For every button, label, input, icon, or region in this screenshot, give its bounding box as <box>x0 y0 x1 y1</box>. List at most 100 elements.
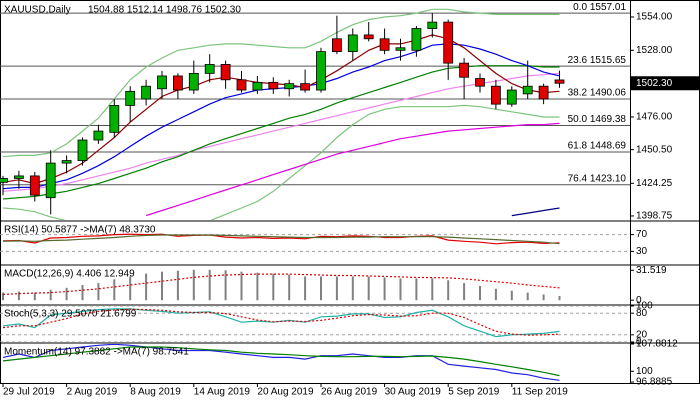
histogram-bar <box>97 283 100 301</box>
last-price-label: 1502.30 <box>636 78 673 89</box>
y-tick-label: 30 <box>636 246 648 257</box>
fib-label: 76.4 1423.10 <box>568 173 627 184</box>
candle-body <box>475 78 485 87</box>
candle-body <box>188 72 199 91</box>
candle-body <box>316 51 326 91</box>
candle-body <box>252 81 263 91</box>
candle-body <box>459 62 470 78</box>
histogram-bar <box>494 288 497 301</box>
histogram-bar <box>367 276 370 301</box>
indicator-line <box>2 34 560 185</box>
candle-body <box>77 139 88 161</box>
histogram-bar <box>272 273 275 301</box>
fib-label: 61.8 1448.69 <box>568 141 627 152</box>
histogram-bar <box>351 276 354 301</box>
histogram-bar <box>65 287 68 301</box>
y-tick-label: 80 <box>636 308 648 319</box>
indicator-line <box>2 308 560 336</box>
histogram-bar <box>288 274 291 301</box>
histogram-bar <box>33 292 36 301</box>
candle-body <box>61 160 72 164</box>
histogram-bar <box>542 294 545 301</box>
histogram-bar <box>383 277 386 301</box>
histogram-bar <box>113 279 116 301</box>
y-tick-label: 100 <box>636 301 653 312</box>
histogram-bar <box>240 271 243 301</box>
panel-title: XAUUSD,Daily <box>4 5 71 16</box>
histogram-bar <box>510 290 513 301</box>
histogram-bar <box>2 292 4 301</box>
indicator-line <box>2 8 560 158</box>
y-tick-label: 1450.50 <box>636 144 673 155</box>
indicator-line <box>2 344 560 381</box>
x-tick-label: 11 Sep 2019 <box>512 387 568 398</box>
x-tick-label: 30 Aug 2019 <box>385 387 442 398</box>
candle-body <box>93 130 104 141</box>
histogram-bar <box>558 296 561 301</box>
candle-body <box>141 85 152 100</box>
x-tick-label: 8 Aug 2019 <box>130 387 181 398</box>
candle-body <box>157 75 167 90</box>
indicator-line <box>2 273 560 296</box>
histogram-bar <box>81 285 84 301</box>
histogram-bar <box>192 269 195 301</box>
y-tick-label: 0 <box>636 295 642 306</box>
histogram-bar <box>479 285 481 301</box>
candle-body <box>331 38 342 52</box>
panel <box>0 233 630 252</box>
indicator-line <box>2 233 560 245</box>
y-tick-label: 20 <box>636 329 648 340</box>
panel-title: RSI(14) 50.5877 ->MA(7) 48.3730 <box>4 225 156 236</box>
histogram-bar <box>526 292 529 301</box>
indicator-line <box>511 207 560 217</box>
y-tick-label: 70 <box>636 229 648 240</box>
candle-body <box>506 89 517 105</box>
candle-body <box>427 21 438 29</box>
histogram-bar <box>320 276 322 301</box>
candle-body <box>236 79 247 91</box>
indicator-line <box>2 72 560 192</box>
histogram-bar <box>17 291 20 301</box>
histogram-bar <box>145 273 148 301</box>
fib-label: 38.2 1490.06 <box>568 88 627 99</box>
histogram-bar <box>447 280 450 301</box>
panel-title: Stoch(5,3,3) 29.5070 21.6799 <box>4 309 137 320</box>
y-tick-label: 100 <box>636 366 653 377</box>
histogram-bar <box>224 270 227 301</box>
indicator-line <box>145 122 560 217</box>
candle-body <box>45 162 56 199</box>
candle-body <box>490 85 501 105</box>
candle-body <box>411 28 422 51</box>
y-tick-label: 1424.25 <box>636 178 673 189</box>
candle-body <box>347 34 358 52</box>
x-tick-label: 26 Aug 2019 <box>321 387 378 398</box>
x-tick-label: 29 Jul 2019 <box>3 387 55 398</box>
candle-body <box>300 83 311 91</box>
histogram-bar <box>256 272 259 301</box>
last-price-box <box>631 76 699 91</box>
x-tick-label: 20 Aug 2019 <box>257 387 314 398</box>
candle-body <box>379 38 390 51</box>
candle-body <box>284 83 295 90</box>
candle-body <box>363 34 374 40</box>
candle-body <box>13 175 24 179</box>
y-tick-label: 1528.00 <box>636 45 673 56</box>
candle-body <box>204 64 215 74</box>
histogram-bar <box>208 269 211 301</box>
histogram-bar <box>463 283 466 301</box>
candle-body <box>220 64 231 81</box>
x-tick-label: 5 Sep 2019 <box>448 387 500 398</box>
histogram-bar <box>129 276 132 301</box>
indicator-line <box>2 234 560 245</box>
histogram-bar <box>304 276 307 301</box>
candle-body <box>522 85 533 95</box>
x-tick-label: 14 Aug 2019 <box>194 387 251 398</box>
y-tick-label: 31.519 <box>636 265 667 276</box>
fib-label: 0.0 1557.01 <box>573 2 626 13</box>
panel-subtitle: 1504.88 1512.14 1498.76 1502.30 <box>88 5 241 16</box>
panel <box>0 306 630 342</box>
candle-body <box>395 47 406 51</box>
y-tick-label: 0 <box>636 337 642 348</box>
